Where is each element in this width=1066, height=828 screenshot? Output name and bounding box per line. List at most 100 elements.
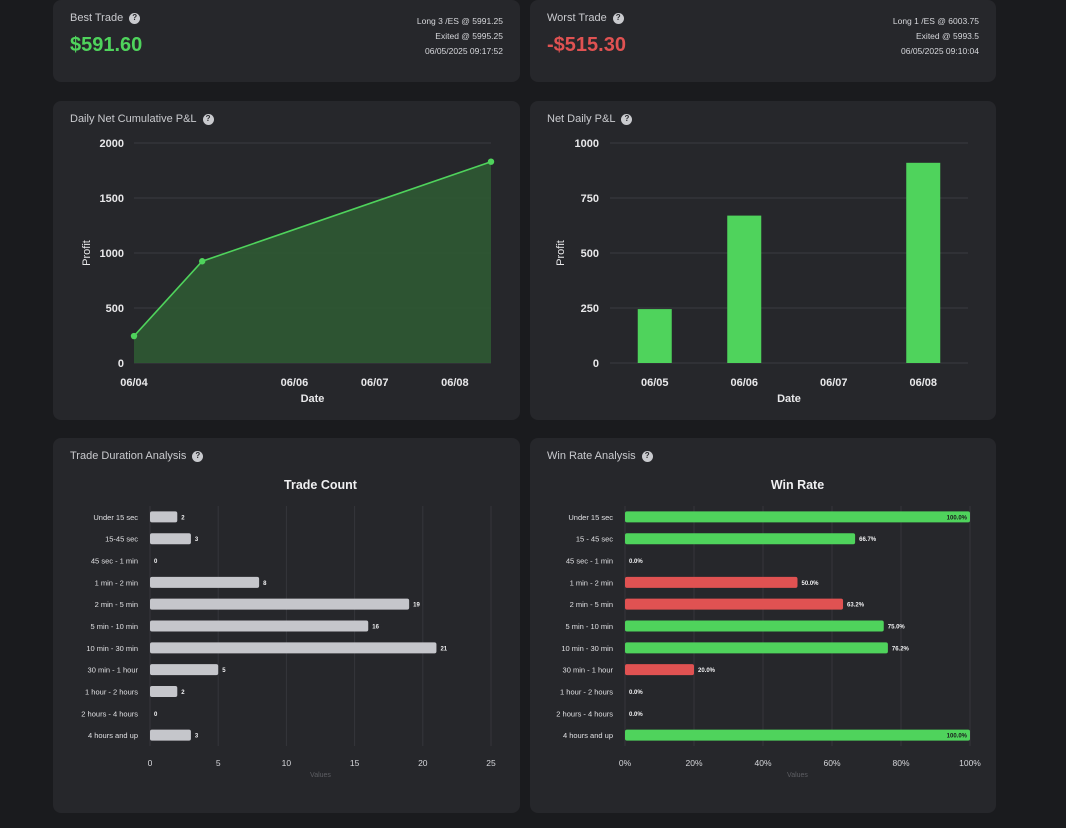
category-label: 1 min - 2 min <box>95 578 138 587</box>
trade-duration-title: Trade Duration Analysis ? <box>70 450 204 462</box>
category-label: 2 min - 5 min <box>95 600 138 609</box>
x-tick-label: 06/08 <box>909 377 937 389</box>
help-icon[interactable]: ? <box>202 113 214 125</box>
x-tick-label: 06/06 <box>730 377 758 389</box>
win-rate-chart: Win Rate 0% 20% 40% 60% 80% 100% Under 15 sec 10… <box>556 478 981 779</box>
category-label: 45 sec - 1 min <box>91 557 138 566</box>
best-trade-entry: Long 3 /ES @ 5991.25 <box>416 16 503 26</box>
x-tick-label: 06/07 <box>361 377 389 389</box>
data-label: 20.0% <box>698 668 716 674</box>
y-tick-label: 1000 <box>100 248 124 260</box>
category-label: 1 hour - 2 hours <box>560 687 613 696</box>
x-tick-label: 20 <box>418 758 428 768</box>
data-label: 19 <box>413 603 420 609</box>
data-point <box>198 258 206 265</box>
x-tick-label: 80% <box>892 758 909 768</box>
category-label: 4 hours and up <box>88 731 138 740</box>
data-label: 8 <box>263 581 267 587</box>
win-rate-title: Win Rate Analysis ? <box>547 450 653 462</box>
cumulative-pnl-title-text: Daily Net Cumulative P&L <box>70 113 197 125</box>
y-tick-label: 0 <box>593 358 599 370</box>
data-label: 2 <box>181 515 185 521</box>
bar <box>625 533 856 545</box>
trade-duration-card: Trade Duration Analysis ? Trade Count 0 5 1… <box>53 438 520 813</box>
y-axis-label: Profit <box>81 240 93 266</box>
help-icon[interactable]: ? <box>612 12 624 24</box>
data-label: 100.0% <box>947 734 968 740</box>
bar <box>637 309 672 363</box>
x-tick-label: 0 <box>148 758 153 768</box>
x-tick-label: 40% <box>754 758 771 768</box>
data-label: 0.0% <box>629 559 643 565</box>
worst-trade-card: Worst Trade ? -$515.30 Long 1 /ES @ 6003… <box>530 0 996 82</box>
data-label: 66.7% <box>859 537 877 543</box>
best-trade-card: Best Trade ? $591.60 Long 3 /ES @ 5991.2… <box>53 0 520 82</box>
bar <box>625 511 970 523</box>
data-point <box>130 332 138 340</box>
net-daily-pnl-chart: 0 250 500 750 1000 06/05 06/06 06/07 06/08 Date Pr… <box>555 138 968 405</box>
best-trade-value: $591.60 <box>70 34 143 56</box>
net-daily-pnl-title: Net Daily P&L ? <box>547 113 633 125</box>
data-label: 75.0% <box>888 625 906 631</box>
category-label: 1 hour - 2 hours <box>85 687 138 696</box>
bar <box>625 598 844 610</box>
data-label: 3 <box>195 734 199 740</box>
category-label: 2 hours - 4 hours <box>81 709 138 718</box>
x-tick-label: 06/08 <box>441 377 469 389</box>
y-axis-label: Profit <box>555 240 567 266</box>
help-icon[interactable]: ? <box>192 450 204 462</box>
data-label: 3 <box>195 537 199 543</box>
bar <box>150 576 260 588</box>
data-label: 5 <box>222 668 226 674</box>
x-axis-label: Date <box>301 393 325 405</box>
help-icon[interactable]: ? <box>621 113 633 125</box>
x-tick-label: 25 <box>486 758 496 768</box>
data-label: 21 <box>440 646 447 652</box>
category-label: 10 min - 30 min <box>86 644 138 653</box>
worst-trade-title: Worst Trade ? <box>547 12 624 24</box>
bar <box>625 664 694 676</box>
data-label: 0 <box>154 712 158 718</box>
bar <box>150 685 178 697</box>
data-label: 50.0% <box>802 581 820 587</box>
bar <box>150 511 178 523</box>
win-rate-card: Win Rate Analysis ? Win Rate 0% 20% 40% 60% 8… <box>530 438 996 813</box>
x-tick-label: 100% <box>959 758 981 768</box>
cumulative-pnl-title: Daily Net Cumulative P&L ? <box>70 113 214 125</box>
category-label: Under 15 sec <box>568 513 613 522</box>
bar <box>906 162 941 363</box>
data-label: 0.0% <box>629 712 643 718</box>
y-tick-label: 250 <box>581 303 599 315</box>
bar <box>150 642 437 654</box>
worst-trade-exit: Exited @ 5993.5 <box>916 31 979 41</box>
bar <box>727 215 762 363</box>
help-icon[interactable]: ? <box>641 450 653 462</box>
category-label: 10 min - 30 min <box>561 644 613 653</box>
bar <box>625 620 884 632</box>
chart-title: Win Rate <box>771 478 824 492</box>
best-trade-title: Best Trade ? <box>70 12 141 24</box>
x-tick-label: 15 <box>350 758 360 768</box>
y-tick-label: 750 <box>581 193 599 205</box>
category-label: 4 hours and up <box>563 731 613 740</box>
x-tick-label: 20% <box>685 758 702 768</box>
x-tick-label: 5 <box>216 758 221 768</box>
data-label: 2 <box>181 690 185 696</box>
area-fill <box>134 161 491 363</box>
best-trade-title-text: Best Trade <box>70 12 124 24</box>
data-label: 0.0% <box>629 690 643 696</box>
x-tick-label: 60% <box>823 758 840 768</box>
category-label: 1 min - 2 min <box>570 578 613 587</box>
category-label: 2 min - 5 min <box>570 600 613 609</box>
category-label: 45 sec - 1 min <box>566 557 613 566</box>
x-tick-label: 06/07 <box>820 377 848 389</box>
win-rate-title-text: Win Rate Analysis <box>547 450 636 462</box>
category-label: 2 hours - 4 hours <box>556 709 613 718</box>
x-tick-label: 0% <box>619 758 632 768</box>
help-icon[interactable]: ? <box>129 12 141 24</box>
x-tick-label: 10 <box>282 758 292 768</box>
y-tick-label: 1000 <box>575 138 599 150</box>
chart-title: Trade Count <box>284 478 358 492</box>
data-label: 100.0% <box>947 515 968 521</box>
